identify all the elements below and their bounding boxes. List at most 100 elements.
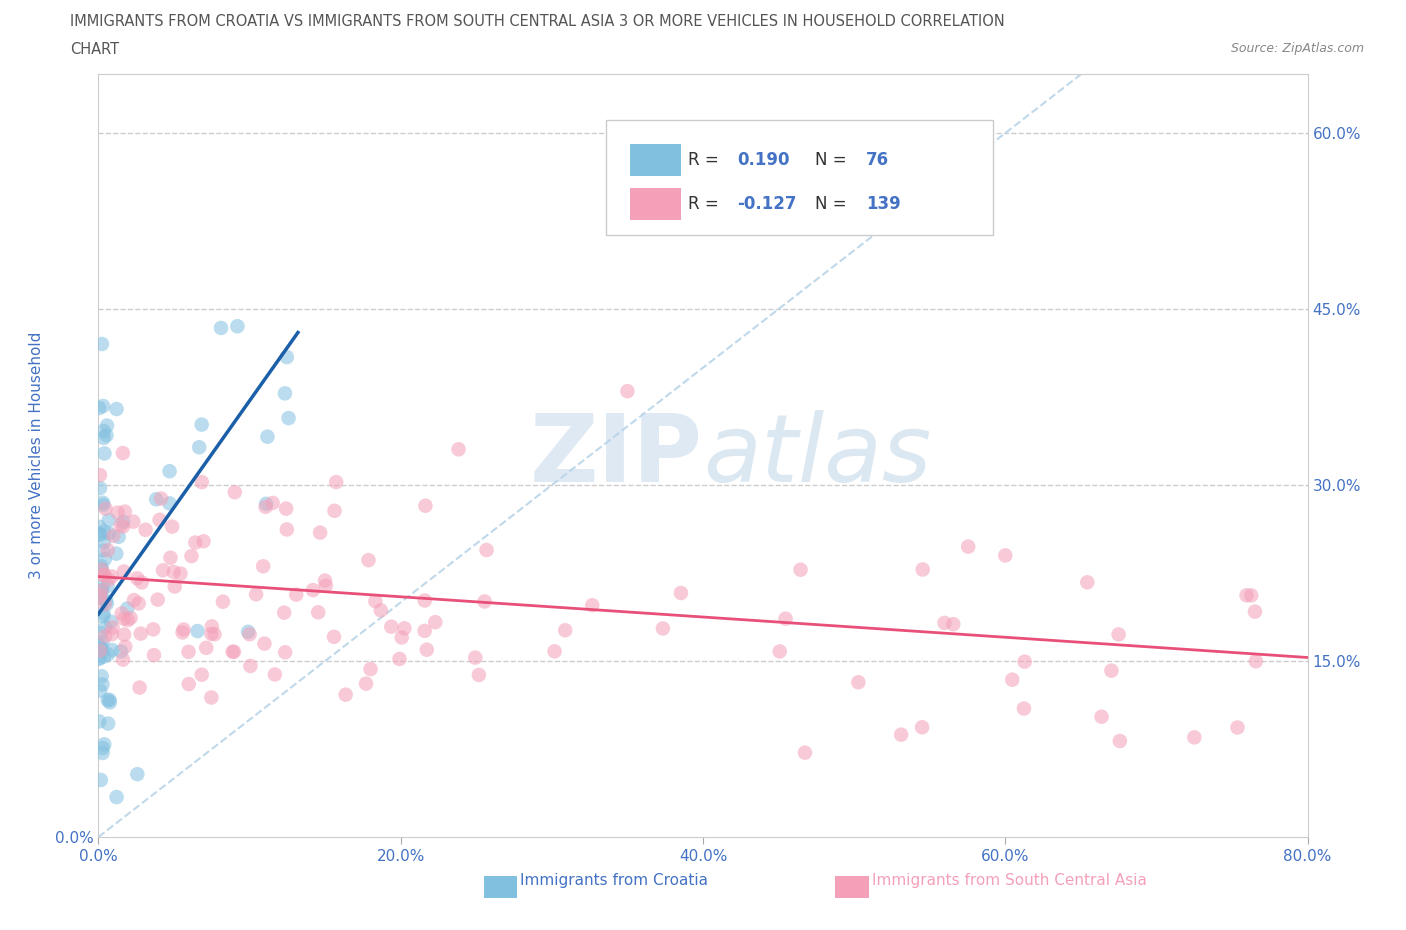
Point [416, 643, 439, 658]
Point [91, 579, 114, 594]
Point [120, 610, 142, 625]
Point [90, 591, 112, 605]
Point [1090, 710, 1112, 724]
Point [245, 587, 267, 602]
Point [273, 605, 295, 620]
Point [201, 618, 224, 633]
Text: Immigrants from Croatia: Immigrants from Croatia [520, 873, 709, 888]
Point [581, 598, 603, 613]
Point [128, 596, 150, 611]
Point [1108, 734, 1130, 749]
Point [107, 505, 129, 520]
Point [394, 621, 416, 636]
Point [188, 440, 211, 455]
Point [186, 624, 208, 639]
Point [89, 639, 111, 654]
Point [91, 337, 114, 352]
Point [1240, 588, 1263, 603]
Point [110, 644, 132, 658]
FancyBboxPatch shape [606, 120, 993, 234]
Point [209, 321, 232, 336]
Point [323, 630, 346, 644]
Point [149, 512, 172, 527]
Point [100, 614, 122, 629]
Point [221, 644, 243, 659]
Point [994, 548, 1017, 563]
Point [129, 626, 152, 641]
Point [464, 650, 486, 665]
Y-axis label: 3 or more Vehicles in Household: 3 or more Vehicles in Household [28, 332, 44, 579]
Point [335, 687, 357, 702]
Point [94, 597, 117, 612]
Point [794, 745, 817, 760]
Point [89, 651, 111, 666]
Point [616, 384, 638, 399]
Point [769, 644, 792, 658]
Point [97, 512, 120, 527]
Point [364, 593, 387, 608]
Point [1108, 627, 1130, 642]
Point [1182, 730, 1205, 745]
Point [93, 423, 115, 438]
Point [93, 567, 115, 582]
Point [159, 551, 181, 565]
Point [262, 496, 284, 511]
Point [226, 319, 249, 334]
Point [934, 616, 956, 631]
Point [150, 491, 173, 506]
Point [127, 766, 149, 781]
Point [90, 559, 112, 574]
Point [96, 428, 118, 443]
Point [98, 693, 121, 708]
Point [98, 695, 121, 710]
Text: atlas: atlas [703, 410, 931, 501]
Text: ZIP: ZIP [530, 410, 703, 501]
Point [911, 562, 934, 577]
Point [105, 546, 128, 561]
Point [93, 567, 115, 582]
Point [1099, 663, 1122, 678]
Point [380, 619, 402, 634]
Point [96, 418, 118, 433]
Point [122, 514, 145, 529]
Point [263, 667, 285, 682]
Point [91, 746, 114, 761]
Point [94, 551, 117, 566]
Point [94, 629, 117, 644]
Point [911, 720, 934, 735]
Text: 0.190: 0.190 [737, 151, 789, 169]
Point [112, 652, 135, 667]
Point [256, 430, 278, 445]
Point [91, 498, 114, 512]
Point [89, 588, 111, 603]
Point [789, 563, 811, 578]
Point [360, 661, 382, 676]
Point [554, 623, 576, 638]
Point [1244, 654, 1267, 669]
Point [105, 402, 128, 417]
Point [163, 565, 186, 579]
Point [252, 559, 274, 574]
Point [274, 386, 297, 401]
Point [169, 566, 191, 581]
Point [103, 528, 125, 543]
Point [89, 644, 111, 658]
Point [163, 579, 186, 594]
Point [1012, 701, 1035, 716]
Point [1076, 575, 1098, 590]
Point [474, 594, 496, 609]
Point [890, 727, 912, 742]
Point [128, 680, 150, 695]
Point [111, 519, 134, 534]
Point [276, 350, 298, 365]
Point [543, 644, 565, 658]
Point [97, 647, 120, 662]
Point [314, 573, 336, 588]
Point [145, 492, 167, 507]
Point [89, 401, 111, 416]
Point [114, 639, 136, 654]
Point [254, 497, 277, 512]
Point [159, 464, 181, 479]
FancyBboxPatch shape [630, 188, 682, 219]
Point [94, 620, 117, 635]
